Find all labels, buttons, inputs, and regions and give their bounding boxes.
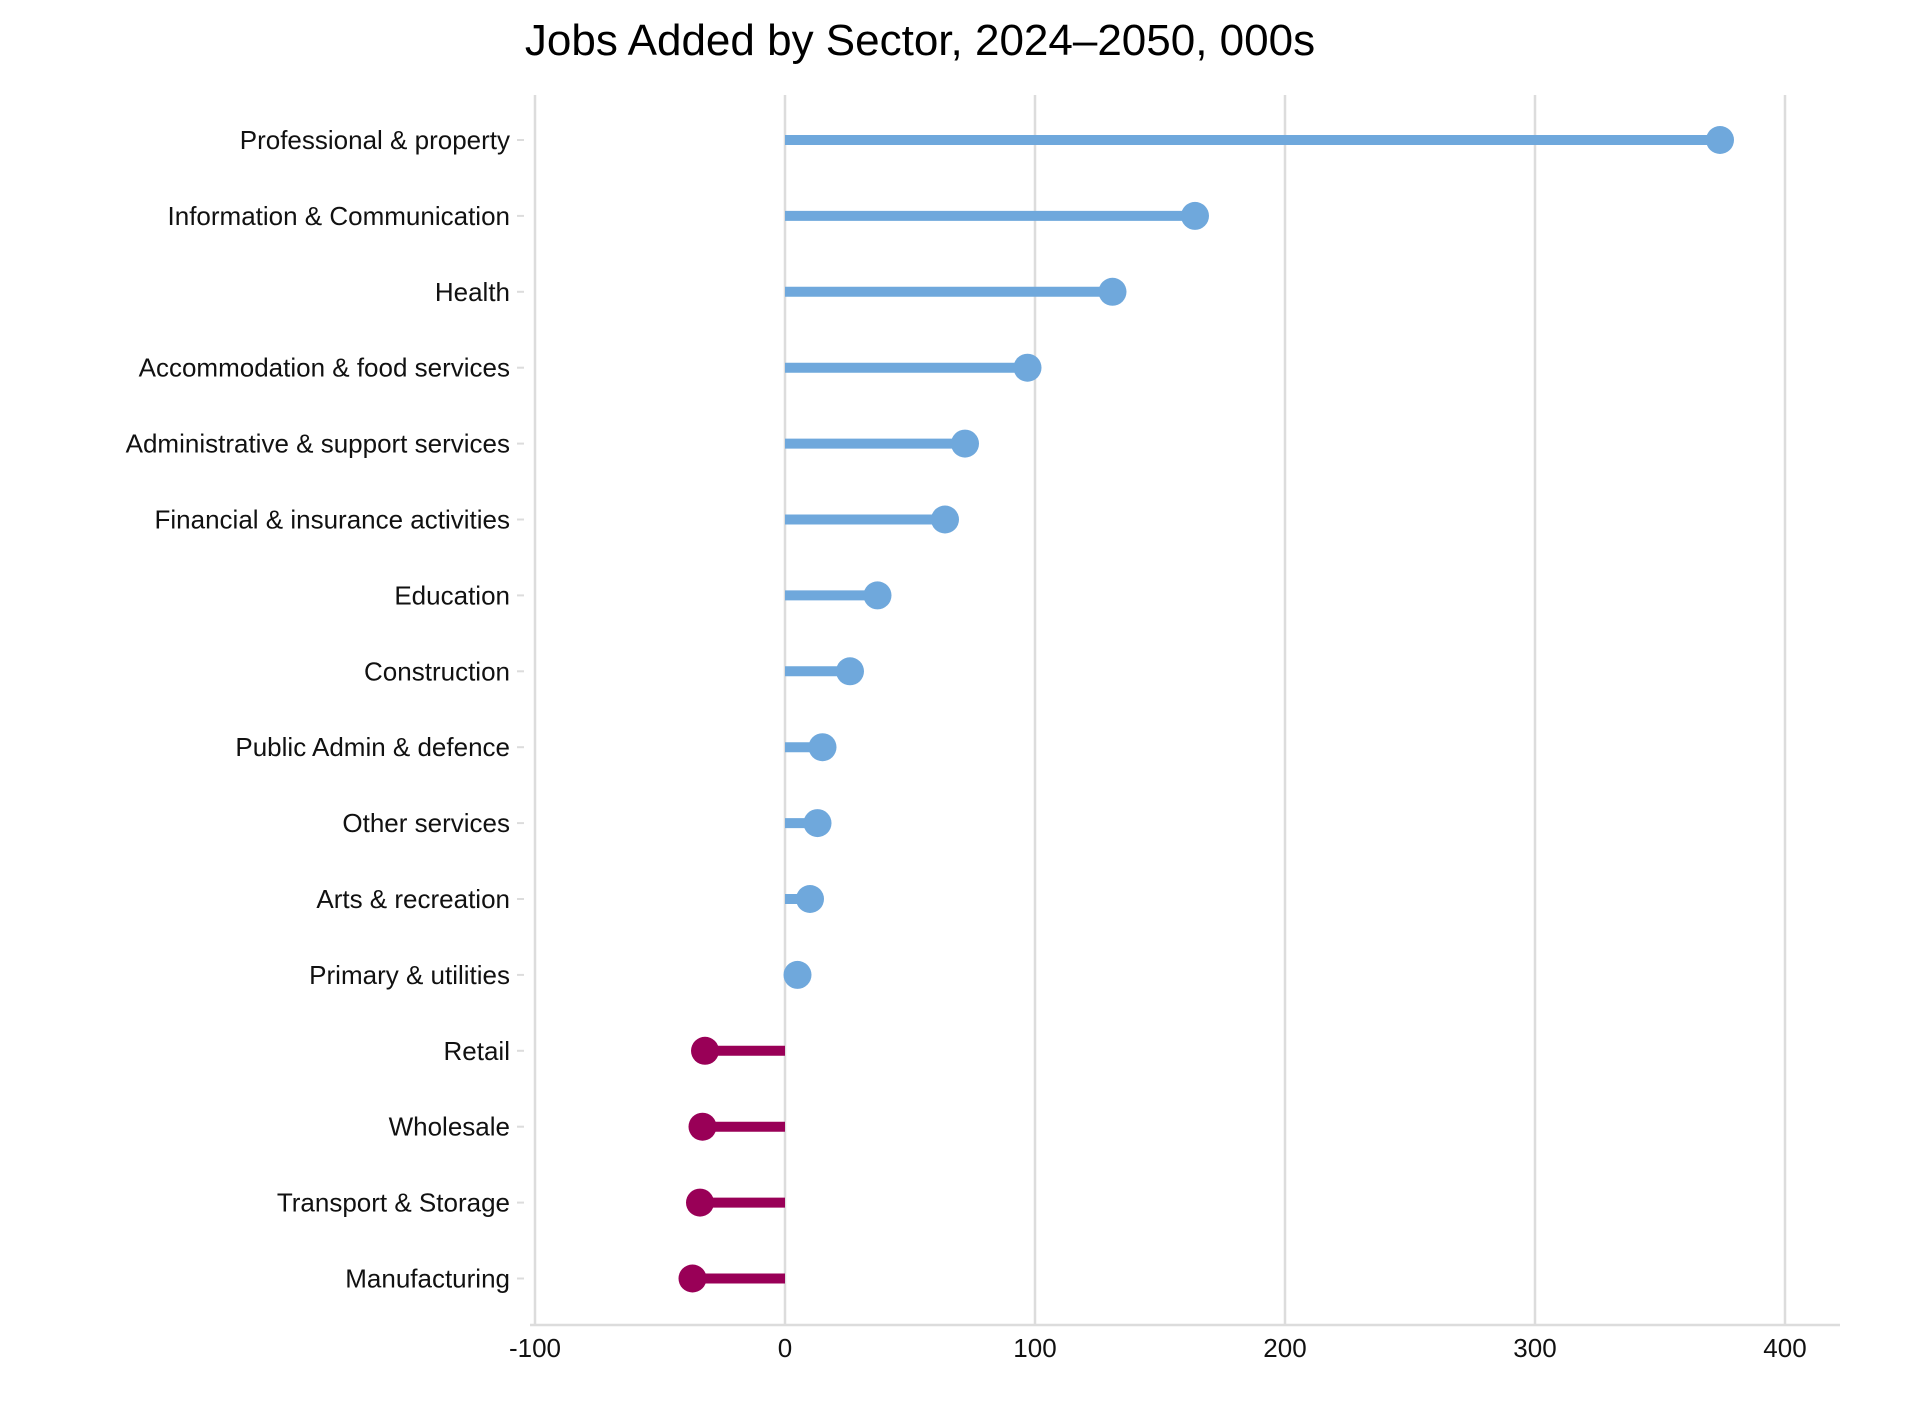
category-label: Retail bbox=[444, 1036, 510, 1066]
lollipop-dot bbox=[1013, 353, 1042, 382]
lollipop-stems bbox=[692, 135, 1720, 1284]
chart-title: Jobs Added by Sector, 2024–2050, 000s bbox=[525, 16, 1315, 65]
x-tick-label: 300 bbox=[1513, 1333, 1556, 1363]
lollipop-dot bbox=[678, 1264, 707, 1293]
lollipop-dot bbox=[1098, 277, 1127, 306]
category-label: Manufacturing bbox=[345, 1264, 510, 1294]
lollipop-dot bbox=[691, 1036, 719, 1065]
lollipop-dots bbox=[678, 126, 1734, 1293]
lollipop-dot bbox=[863, 581, 892, 610]
category-label: Wholesale bbox=[389, 1112, 510, 1142]
x-tick-label: -100 bbox=[509, 1333, 561, 1363]
lollipop-dot bbox=[836, 657, 864, 686]
x-tick-label: 400 bbox=[1763, 1333, 1806, 1363]
lollipop-dot bbox=[686, 1188, 714, 1217]
lollipop-dot bbox=[783, 960, 812, 989]
lollipop-dot bbox=[951, 429, 979, 458]
x-tick-label: 100 bbox=[1013, 1333, 1056, 1363]
x-tick-labels: -100 0 100 200 300 400 bbox=[509, 1333, 1807, 1363]
lollipop-dot bbox=[796, 885, 824, 913]
category-label: Transport & Storage bbox=[277, 1188, 510, 1218]
lollipop-dot bbox=[931, 505, 959, 534]
category-label: Public Admin & defence bbox=[235, 732, 510, 762]
category-label: Other services bbox=[342, 808, 510, 838]
category-label: Administrative & support services bbox=[126, 429, 510, 459]
lollipop-dot bbox=[1706, 126, 1734, 154]
lollipop-dot bbox=[688, 1112, 717, 1141]
lollipop-dot bbox=[808, 733, 837, 762]
x-tick-label: 0 bbox=[778, 1333, 792, 1363]
grid-lines bbox=[533, 95, 1787, 1325]
lollipop-dot bbox=[803, 809, 832, 838]
category-labels: Professional & property Information & Com… bbox=[126, 125, 524, 1294]
category-label: Health bbox=[435, 277, 510, 307]
category-label: Construction bbox=[364, 656, 510, 686]
x-tick-label: 200 bbox=[1263, 1333, 1306, 1363]
category-label: Information & Communication bbox=[168, 201, 510, 231]
category-label: Education bbox=[394, 580, 510, 610]
category-label: Accommodation & food services bbox=[139, 353, 510, 383]
lollipop-dot bbox=[1181, 201, 1209, 230]
category-label: Primary & utilities bbox=[309, 960, 510, 990]
category-label: Financial & insurance activities bbox=[155, 505, 511, 535]
category-label: Arts & recreation bbox=[316, 884, 510, 914]
category-label: Professional & property bbox=[240, 125, 510, 155]
